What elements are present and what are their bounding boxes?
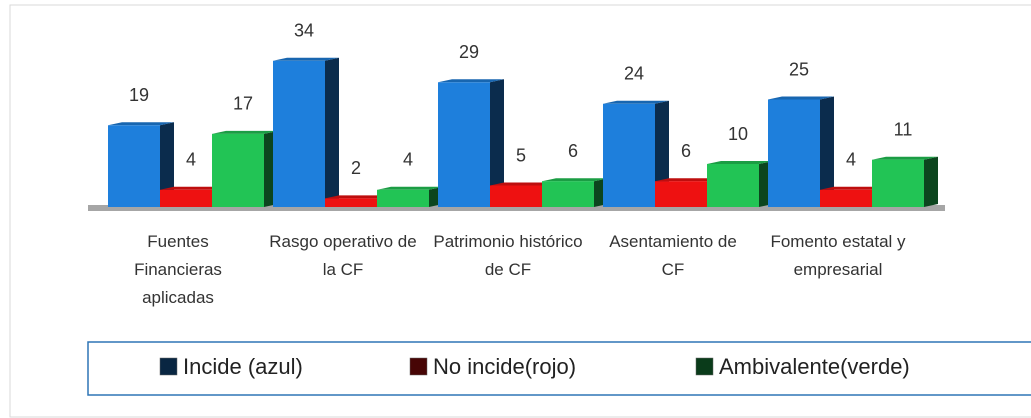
bar-top [108,122,174,126]
data-label: 2 [351,158,361,178]
data-label: 4 [403,150,413,170]
bar-top [707,161,773,164]
legend-label: Incide (azul) [183,354,303,379]
bar [603,103,655,207]
bar-top [490,182,556,186]
data-label: 5 [516,145,526,165]
bar-top [212,130,278,134]
x-tick-label: Fuentes Financieras aplicadas [134,232,222,307]
bar-side [820,96,834,207]
data-label: 4 [186,150,196,170]
data-label: 17 [233,94,253,114]
bar-side [924,156,938,207]
legend-swatch [409,357,428,376]
legend-swatch [695,357,714,376]
bar-top [325,195,391,199]
bar [872,159,924,207]
legend-label: Ambivalente(verde) [719,354,910,379]
x-tick-label: Rasgo operativo de la CF [269,232,417,279]
bar-top [160,186,226,190]
bar-side [160,122,174,207]
bar-top [377,186,443,190]
data-label: 10 [728,124,748,144]
data-label: 24 [624,64,644,84]
data-label: 6 [568,141,578,161]
bar [655,181,707,207]
bar [768,99,820,207]
bar-top [542,178,608,182]
bar [490,185,542,207]
bar-top [655,178,721,182]
bar-top [820,186,886,190]
bar-top [768,96,834,100]
bar-top [438,79,504,83]
bar [212,133,264,207]
floor [88,205,945,211]
chart-frame [9,4,1031,418]
data-label: 25 [789,59,809,79]
legend-swatch [159,357,178,376]
data-label: 6 [681,141,691,161]
data-label: 19 [129,85,149,105]
data-label: 34 [294,21,314,41]
data-label: 4 [846,150,856,170]
bar [820,189,872,207]
bar [108,125,160,207]
bar [542,181,594,207]
x-tick-label: Fomento estatal y empresarial [770,232,906,279]
bar [707,164,759,207]
bar-top [603,100,669,104]
data-label: 29 [459,42,479,62]
bar-top [872,156,938,160]
data-label: 11 [894,119,913,139]
bar [273,60,325,207]
bar-side [325,57,339,207]
bar [377,189,429,207]
bar-top [273,57,339,61]
x-tick-label: Asentamiento de CF [609,232,737,279]
bar [438,82,490,207]
x-tick-label: Patrimonio histórico de CF [433,232,583,279]
legend-box [87,341,1031,396]
bar [325,198,377,207]
legend-label: No incide(rojo) [433,354,577,379]
bar [160,189,212,207]
bar-side [490,79,504,207]
